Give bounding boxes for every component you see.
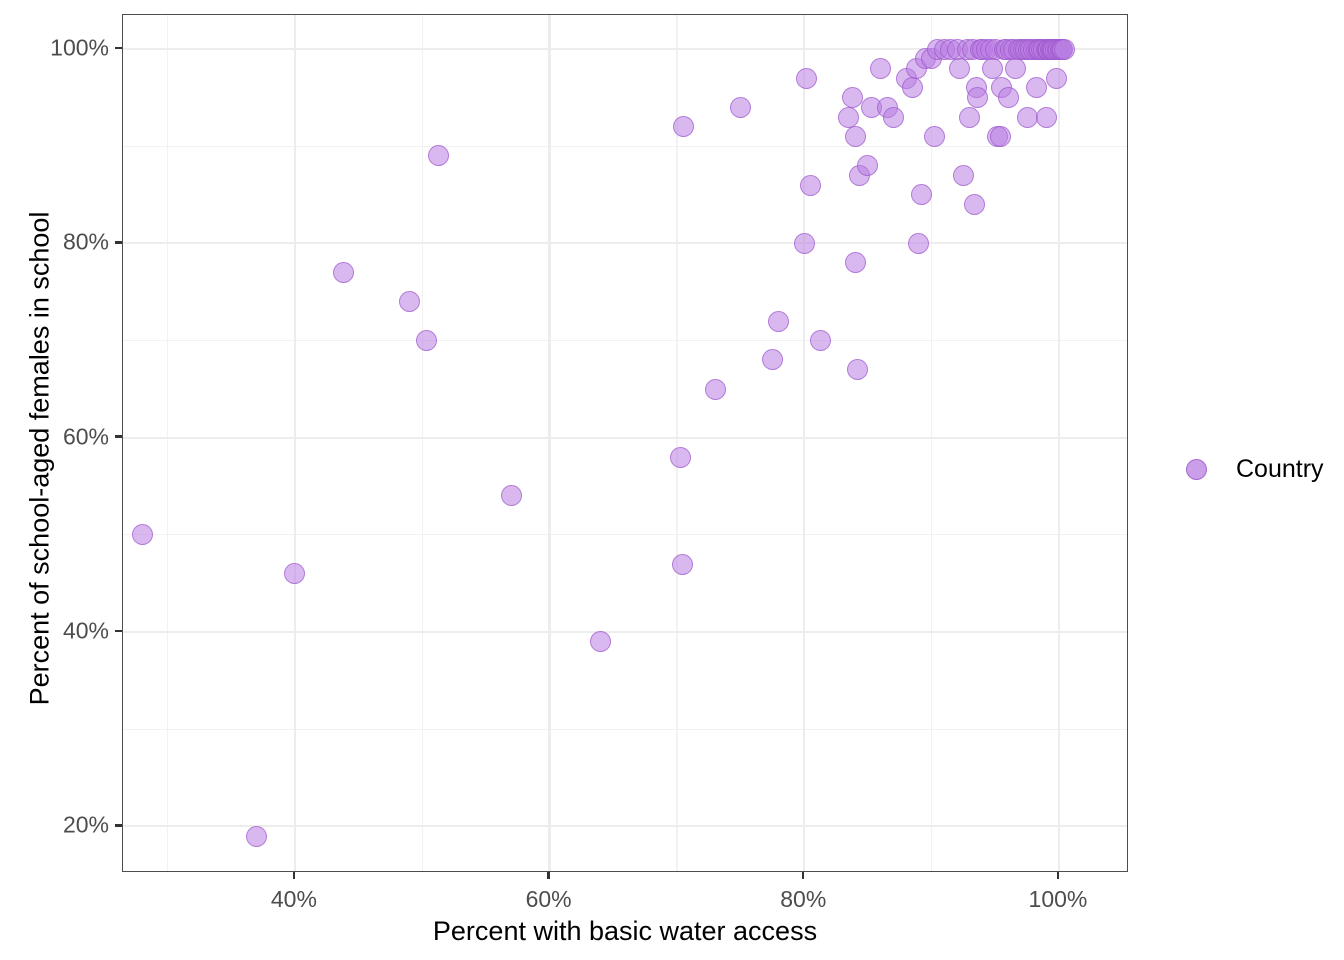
data-point — [844, 125, 866, 147]
data-point — [500, 485, 522, 507]
gridline-major-horizontal — [123, 825, 1127, 828]
gridline-minor-horizontal — [123, 534, 1127, 536]
plot-panel — [122, 14, 1128, 872]
data-point — [131, 524, 153, 546]
legend-label: Country — [1236, 454, 1324, 483]
data-point — [870, 57, 892, 79]
data-point — [982, 57, 1004, 79]
data-point — [671, 553, 693, 575]
x-axis-tick-label: 80% — [780, 886, 827, 912]
data-point — [1025, 77, 1047, 99]
data-point — [796, 67, 818, 89]
legend-key[interactable] — [1174, 447, 1218, 491]
data-point — [332, 261, 354, 283]
gridline-minor-vertical — [931, 15, 933, 871]
data-point — [952, 164, 974, 186]
gridline-major-vertical — [293, 15, 296, 871]
data-point — [704, 378, 726, 400]
data-point — [882, 106, 904, 128]
data-point — [908, 232, 930, 254]
x-axis-title: Percent with basic water access — [432, 916, 818, 946]
data-point — [415, 330, 437, 351]
data-point — [793, 232, 815, 254]
data-point — [838, 106, 860, 128]
data-point — [246, 825, 268, 847]
data-point — [284, 563, 306, 585]
data-point — [1053, 38, 1075, 60]
legend: Country — [1174, 447, 1324, 491]
gridline-major-horizontal — [123, 242, 1127, 245]
data-point — [964, 193, 986, 215]
data-point — [902, 77, 924, 99]
x-axis-tick-label: 60% — [525, 886, 572, 912]
data-point — [844, 252, 866, 274]
y-axis-tick-label: 80% — [62, 228, 109, 255]
gridline-major-horizontal — [123, 436, 1127, 439]
gridline-major-horizontal — [123, 630, 1127, 634]
y-axis-tick-label: 40% — [62, 617, 109, 644]
gridline-major-vertical — [548, 15, 551, 871]
gridline-minor-horizontal — [123, 728, 1127, 730]
x-axis-tick-mark — [802, 872, 805, 879]
x-axis-tick-label: 40% — [270, 886, 317, 912]
y-axis-tick-mark — [115, 629, 122, 633]
data-point — [761, 349, 783, 371]
gridline-minor-vertical — [166, 15, 169, 871]
x-axis-tick-label: 100% — [1028, 886, 1088, 912]
y-axis-title: Percent of school-aged females in school — [24, 211, 55, 706]
data-point — [672, 116, 694, 138]
data-point — [1016, 106, 1038, 128]
data-point — [800, 174, 822, 196]
data-point — [428, 145, 450, 167]
y-axis-tick-mark — [115, 46, 122, 50]
data-point — [847, 359, 869, 381]
x-axis-tick-mark — [1056, 872, 1060, 879]
data-point — [1035, 106, 1057, 128]
data-point — [768, 310, 790, 332]
gridline-major-vertical — [1057, 15, 1061, 871]
data-point — [949, 57, 971, 79]
data-point — [810, 330, 832, 351]
x-axis-tick-mark — [292, 872, 296, 879]
data-point — [997, 87, 1019, 109]
data-point — [989, 125, 1011, 147]
data-point — [590, 631, 612, 653]
y-axis-tick-mark — [115, 824, 122, 827]
y-axis-tick-mark — [115, 435, 122, 438]
gridline-major-horizontal — [123, 47, 1127, 51]
x-axis-tick-mark — [547, 872, 550, 879]
data-point — [966, 87, 988, 109]
data-point — [1045, 67, 1067, 89]
data-point — [857, 155, 879, 177]
legend-circle-icon — [1185, 458, 1207, 480]
data-point — [923, 125, 945, 147]
data-point — [399, 291, 421, 313]
y-axis-tick-mark — [115, 241, 122, 244]
data-point — [1005, 57, 1027, 79]
y-axis-tick-label: 100% — [50, 34, 109, 61]
gridline-minor-horizontal — [123, 339, 1127, 342]
data-point — [910, 184, 932, 206]
gridline-minor-vertical — [421, 15, 423, 871]
gridline-major-vertical — [803, 15, 806, 871]
data-point — [842, 87, 864, 109]
data-point — [730, 96, 752, 118]
data-point — [959, 106, 981, 128]
gridline-minor-vertical — [676, 15, 678, 871]
y-axis-tick-label: 20% — [62, 811, 109, 838]
gridline-minor-horizontal — [123, 145, 1127, 147]
y-axis-tick-label: 60% — [62, 423, 109, 450]
data-point — [670, 446, 692, 468]
